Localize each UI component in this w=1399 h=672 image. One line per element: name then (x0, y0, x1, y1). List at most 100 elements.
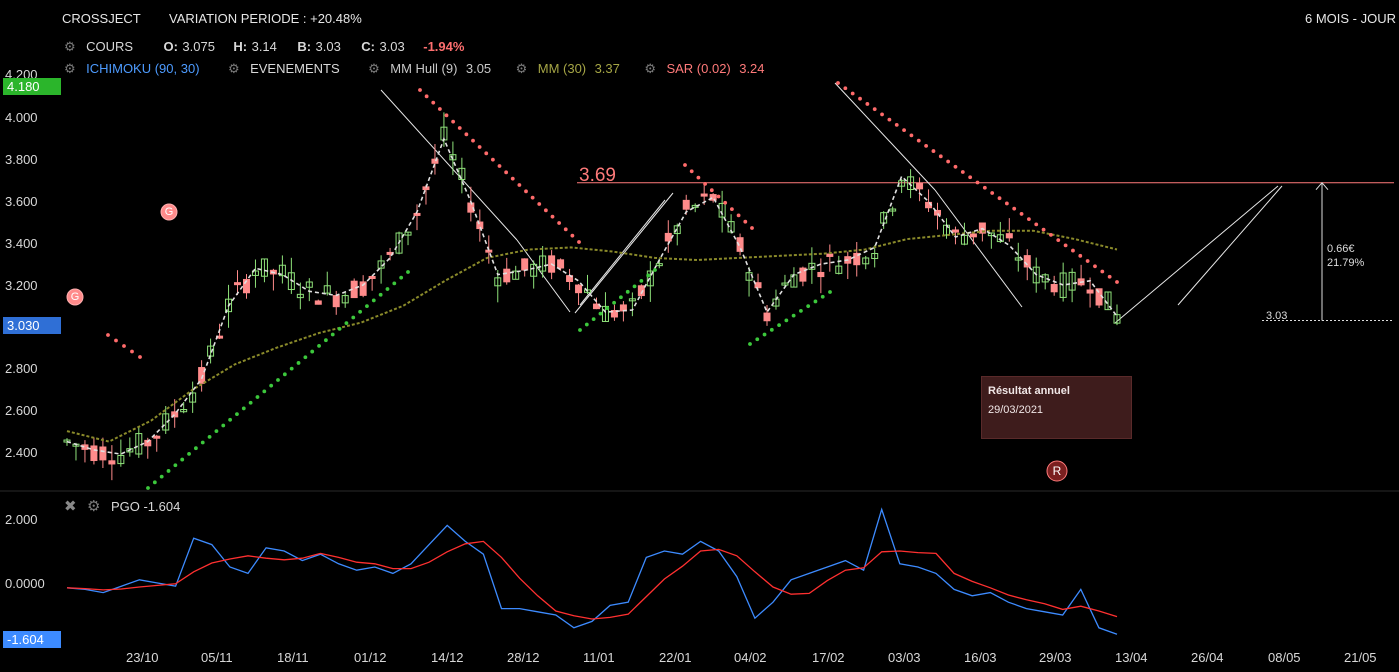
sar-dot (709, 188, 714, 193)
gear-icon[interactable]: ⚙ (227, 61, 240, 76)
hull-label[interactable]: MM Hull (9) (390, 61, 458, 76)
sar-dot (200, 440, 205, 445)
candle-body (754, 282, 762, 289)
event-marker-g[interactable]: G (164, 206, 174, 218)
sar-dot (1004, 201, 1009, 206)
y-tick-label: 3.400 (5, 236, 38, 251)
sar-dot (399, 275, 404, 280)
sar-dot (114, 338, 118, 343)
candle-body (736, 237, 744, 252)
gear-icon[interactable]: ⚙ (644, 61, 656, 76)
sar-dot (872, 107, 877, 112)
event-marker-r[interactable]: R (1052, 464, 1062, 478)
sar-dot (784, 318, 789, 323)
candle-body (180, 409, 188, 413)
gear-icon[interactable]: ⚙ (64, 39, 76, 54)
sar-dot (510, 176, 515, 181)
sar-dot (255, 395, 260, 399)
last-price-tag: 3.030 (3, 317, 61, 334)
sar-dot (1049, 232, 1053, 237)
candle-body (601, 305, 609, 322)
sar-dot (431, 100, 436, 105)
sar-dot (138, 355, 142, 359)
trend-line (574, 192, 674, 314)
gear-icon[interactable]: ⚙ (368, 61, 380, 76)
candle-body (655, 263, 663, 267)
sar-dot (1041, 227, 1046, 232)
candle-body (198, 367, 206, 384)
x-tick-label: 16/03 (964, 650, 997, 665)
sar-dot (938, 154, 943, 159)
sar-dot (997, 196, 1002, 201)
sar-dot (392, 281, 397, 286)
gear-icon[interactable]: ⚙ (87, 498, 101, 515)
candle-body (763, 312, 771, 322)
candle-body (610, 310, 618, 318)
sar-dot (968, 175, 973, 180)
candle-body (628, 298, 636, 302)
x-tick-label: 21/05 (1344, 650, 1377, 665)
candle-body (1023, 255, 1031, 268)
sar-dot (605, 306, 610, 311)
sar-value: 3.24 (739, 61, 765, 76)
trend-line (834, 82, 936, 191)
sar-dot (843, 86, 848, 91)
sar-dot (530, 195, 535, 200)
gear-icon[interactable]: ⚙ (64, 61, 76, 76)
candle-body (458, 167, 466, 180)
sar-dot (762, 332, 767, 337)
candle-body (521, 258, 529, 271)
sar-dot (471, 138, 475, 143)
trend-line (934, 189, 1023, 308)
period-selector[interactable]: 6 MOIS - JOUR (1305, 11, 1397, 26)
trend-line (1177, 185, 1283, 306)
candle-body (682, 199, 690, 210)
sar-dot (750, 226, 754, 230)
sar-dot (1100, 269, 1105, 274)
trend-line (516, 239, 571, 313)
close-icon[interactable]: ✖ (64, 498, 77, 515)
sar-dot (296, 361, 301, 365)
hull-value: 3.05 (465, 61, 492, 76)
sar-dot (221, 423, 226, 428)
candle-body (153, 435, 161, 439)
candle-body (592, 303, 600, 310)
sar-dot (424, 94, 429, 99)
candle-body (907, 176, 915, 190)
sar-label[interactable]: SAR (0.02) (666, 61, 731, 76)
gear-icon[interactable]: ⚙ (515, 61, 528, 76)
candle-body (251, 270, 259, 276)
events-label[interactable]: EVENEMENTS (250, 61, 340, 76)
event-date: 29/03/2021 (988, 404, 1044, 416)
candle-body (431, 158, 439, 164)
sar-dot (828, 290, 832, 294)
sar-dot (317, 343, 321, 348)
x-tick-label: 08/05 (1268, 650, 1301, 665)
y-tick-label: 4.000 (5, 110, 38, 125)
candle-body (171, 411, 179, 418)
sar-dot (924, 143, 929, 148)
sar-dot (646, 273, 651, 278)
sar-dot (748, 342, 752, 346)
event-tooltip: Résultat annuel 29/03/2021 (981, 376, 1132, 439)
y-tick-label: 2.800 (5, 361, 38, 376)
event-marker-g[interactable]: G (70, 291, 80, 303)
y-tick-label: 3.800 (5, 152, 38, 167)
sar-dot (716, 194, 721, 199)
sar-dot (1063, 243, 1068, 248)
sar-dot (1085, 259, 1090, 263)
mm-label[interactable]: MM (30) (537, 61, 587, 76)
close-label: C: (361, 39, 376, 54)
sar-dot (625, 289, 630, 294)
sar-dot (1115, 280, 1119, 284)
candle-body (987, 232, 995, 237)
candle-body (637, 285, 645, 297)
sar-dot (1078, 253, 1083, 258)
candle-body (691, 204, 699, 208)
candle-body (368, 276, 376, 280)
sar-dot (344, 321, 349, 326)
ichimoku-label[interactable]: ICHIMOKU (90, 30) (86, 61, 200, 76)
open-label: O: (163, 39, 178, 54)
sar-dot (953, 164, 958, 169)
